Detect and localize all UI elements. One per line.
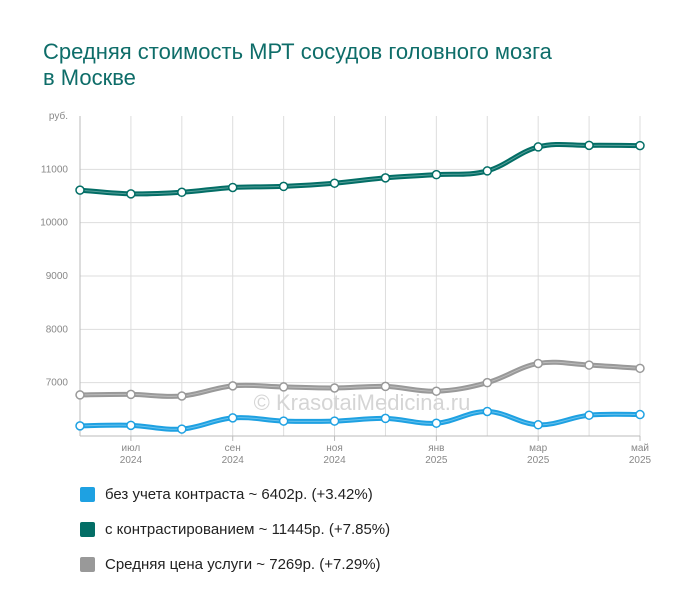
y-tick-label: 7000 [46, 378, 69, 389]
data-point [482, 166, 493, 176]
data-point [75, 390, 85, 400]
data-point [584, 140, 594, 151]
data-point [278, 181, 289, 192]
legend-swatch [80, 487, 95, 502]
x-tick-label: 2024 [323, 455, 346, 466]
x-tick-label: май [631, 443, 649, 454]
x-tick-label: 2025 [629, 455, 652, 466]
x-tick-label: июл [122, 443, 141, 454]
x-tick-label: сен [225, 443, 241, 454]
data-point [584, 410, 594, 420]
x-tick-label: 2024 [120, 455, 143, 466]
x-tick-label: ноя [326, 443, 343, 454]
data-point [227, 381, 238, 391]
data-point [533, 358, 543, 369]
y-tick-label: 8000 [46, 324, 69, 335]
data-point [635, 409, 645, 420]
series-layer [75, 140, 645, 434]
legend-item-no-contrast[interactable]: без учета контраста ~ 6402р. (+3.42%) [80, 486, 390, 503]
data-point [329, 416, 340, 426]
data-point [431, 169, 442, 180]
legend-item-with-contrast[interactable]: с контрастированием ~ 11445р. (+7.85%) [80, 521, 390, 538]
x-axis: июл2024сен2024ноя2024янв2025мар2025май20… [120, 436, 652, 466]
legend-label: без учета контраста ~ 6402р. (+3.42%) [105, 486, 373, 503]
data-point [584, 360, 594, 370]
data-point [482, 377, 493, 388]
legend: без учета контраста ~ 6402р. (+3.42%) с … [80, 486, 390, 591]
y-axis: 7000 8000 9000 10000 11000 руб. [40, 110, 68, 389]
y-tick-label: 10000 [40, 218, 68, 229]
data-point [177, 424, 187, 434]
data-point [75, 421, 85, 431]
data-point [126, 420, 136, 431]
chart-title: Средняя стоимость МРТ сосудов головного … [43, 39, 552, 90]
legend-item-average[interactable]: Средняя цена услуги ~ 7269р. (+7.29%) [80, 556, 390, 573]
y-tick-label: 11000 [41, 164, 69, 175]
data-point [278, 382, 289, 392]
x-tick-label: мар [529, 443, 547, 454]
data-point [635, 363, 645, 374]
data-point [431, 418, 442, 428]
y-tick-label: 9000 [46, 271, 69, 282]
data-point [75, 185, 85, 195]
data-point [177, 391, 187, 401]
data-point [635, 140, 645, 151]
data-point [126, 189, 136, 199]
legend-swatch [80, 557, 95, 572]
x-tick-label: 2024 [222, 455, 245, 466]
legend-label: с контрастированием ~ 11445р. (+7.85%) [105, 521, 391, 538]
data-point [177, 187, 187, 198]
legend-swatch [80, 522, 95, 537]
data-point [227, 413, 238, 423]
data-point [533, 142, 543, 152]
x-tick-label: 2025 [425, 455, 448, 466]
data-point [278, 416, 289, 426]
x-tick-label: янв [428, 443, 444, 454]
data-point [431, 386, 442, 396]
data-point [380, 381, 391, 392]
data-point [126, 389, 136, 400]
data-point [482, 406, 493, 417]
data-point [533, 420, 543, 430]
data-point [329, 383, 340, 393]
y-unit-label: руб. [49, 110, 68, 122]
data-point [380, 413, 391, 424]
data-point [227, 182, 238, 193]
legend-label: Средняя цена услуги ~ 7269р. (+7.29%) [105, 556, 381, 573]
x-tick-label: 2025 [527, 455, 550, 466]
data-point [380, 173, 391, 183]
data-point [329, 178, 340, 188]
